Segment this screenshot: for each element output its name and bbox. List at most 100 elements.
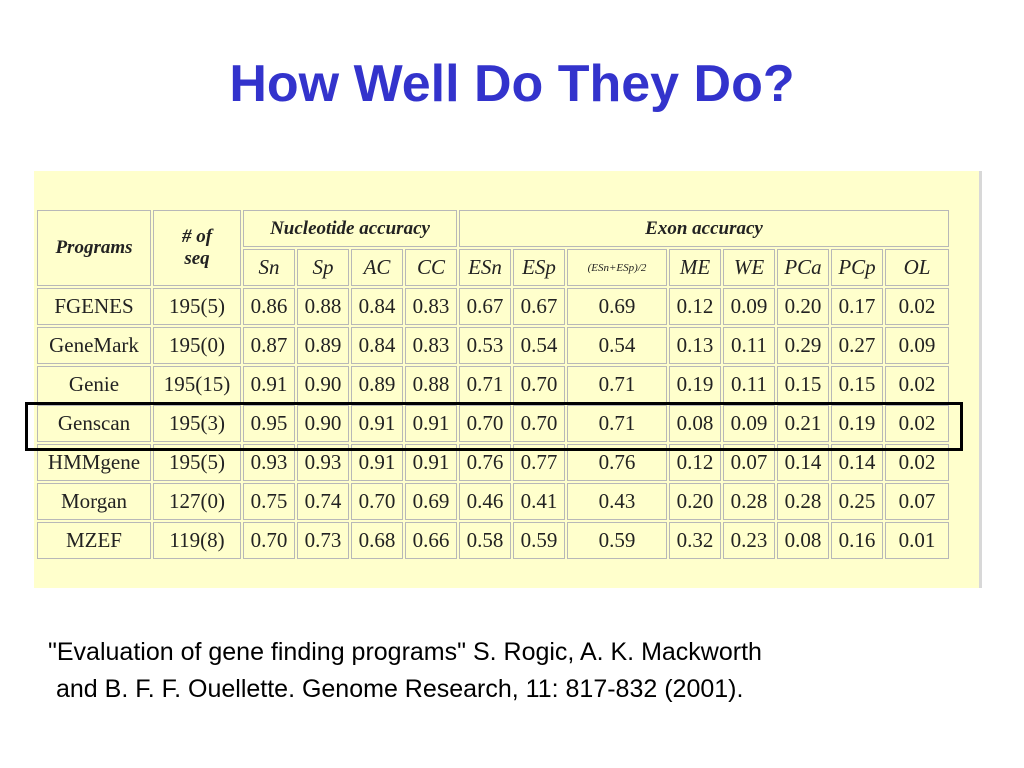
value-cell: 0.70 — [459, 405, 511, 442]
value-cell: 0.68 — [351, 522, 403, 559]
value-cell: 0.90 — [297, 366, 349, 403]
value-cell: 0.69 — [405, 483, 457, 520]
value-cell: 0.71 — [567, 405, 667, 442]
col-pca: PCa — [777, 249, 829, 286]
value-cell: 0.54 — [513, 327, 565, 364]
value-cell: 0.02 — [885, 366, 949, 403]
value-cell: 0.53 — [459, 327, 511, 364]
value-cell: 0.59 — [513, 522, 565, 559]
value-cell: 0.89 — [351, 366, 403, 403]
value-cell: 0.74 — [297, 483, 349, 520]
table-row: GeneMark 195(0) 0.87 0.89 0.84 0.83 0.53 0.54 0.… — [37, 327, 949, 364]
value-cell: 0.15 — [831, 366, 883, 403]
value-cell: 0.70 — [513, 405, 565, 442]
table-body: FGENES 195(5) 0.86 0.88 0.84 0.83 0.67 0.67 0.69… — [37, 288, 949, 559]
seq-count-cell: 195(15) — [153, 366, 241, 403]
value-cell: 0.66 — [405, 522, 457, 559]
col-esp: ESp — [513, 249, 565, 286]
value-cell: 0.21 — [777, 405, 829, 442]
col-me: ME — [669, 249, 721, 286]
slide-title: How Well Do They Do? — [229, 55, 795, 113]
value-cell: 0.91 — [405, 405, 457, 442]
header-programs: Programs — [37, 210, 151, 286]
value-cell: 0.67 — [513, 288, 565, 325]
value-cell: 0.20 — [777, 288, 829, 325]
value-cell: 0.16 — [831, 522, 883, 559]
value-cell: 0.27 — [831, 327, 883, 364]
col-esn-esp-avg: (ESn+ESp)/2 — [567, 249, 667, 286]
seq-count-cell: 195(0) — [153, 327, 241, 364]
value-cell: 0.84 — [351, 288, 403, 325]
value-cell: 0.88 — [297, 288, 349, 325]
value-cell: 0.91 — [351, 405, 403, 442]
value-cell: 0.86 — [243, 288, 295, 325]
value-cell: 0.70 — [243, 522, 295, 559]
col-esn: ESn — [459, 249, 511, 286]
value-cell: 0.19 — [669, 366, 721, 403]
seq-count-cell: 127(0) — [153, 483, 241, 520]
value-cell: 0.15 — [777, 366, 829, 403]
value-cell: 0.95 — [243, 405, 295, 442]
program-name-cell: Genie — [37, 366, 151, 403]
value-cell: 0.28 — [723, 483, 775, 520]
value-cell: 0.87 — [243, 327, 295, 364]
value-cell: 0.89 — [297, 327, 349, 364]
value-cell: 0.11 — [723, 327, 775, 364]
value-cell: 0.70 — [351, 483, 403, 520]
value-cell: 0.67 — [459, 288, 511, 325]
col-sp: Sp — [297, 249, 349, 286]
value-cell: 0.25 — [831, 483, 883, 520]
table-row: Genscan 195(3) 0.95 0.90 0.91 0.91 0.70 0.70 0.7… — [37, 405, 949, 442]
seq-count-cell: 119(8) — [153, 522, 241, 559]
value-cell: 0.41 — [513, 483, 565, 520]
program-name-cell: Genscan — [37, 405, 151, 442]
col-pcp: PCp — [831, 249, 883, 286]
value-cell: 0.54 — [567, 327, 667, 364]
value-cell: 0.01 — [885, 522, 949, 559]
value-cell: 0.58 — [459, 522, 511, 559]
citation-line-1: "Evaluation of gene finding programs" S.… — [48, 638, 762, 666]
program-name-cell: FGENES — [37, 288, 151, 325]
col-sn: Sn — [243, 249, 295, 286]
header-num-seq-line2: seq — [184, 248, 210, 269]
accuracy-table: Programs # of seq Nucleotide accuracy Ex… — [35, 208, 951, 561]
program-name-cell: MZEF — [37, 522, 151, 559]
value-cell: 0.75 — [243, 483, 295, 520]
value-cell: 0.88 — [405, 366, 457, 403]
value-cell: 0.20 — [669, 483, 721, 520]
value-cell: 0.84 — [351, 327, 403, 364]
value-cell: 0.73 — [297, 522, 349, 559]
value-cell: 0.11 — [723, 366, 775, 403]
table-row: MZEF 119(8) 0.70 0.73 0.68 0.66 0.58 0.59 0.59 0.… — [37, 522, 949, 559]
value-cell: 0.09 — [723, 405, 775, 442]
value-cell: 0.71 — [567, 366, 667, 403]
value-cell: 0.23 — [723, 522, 775, 559]
table-row: Genie 195(15) 0.91 0.90 0.89 0.88 0.71 0.70 0.71… — [37, 366, 949, 403]
value-cell: 0.83 — [405, 288, 457, 325]
value-cell: 0.69 — [567, 288, 667, 325]
col-cc: CC — [405, 249, 457, 286]
value-cell: 0.83 — [405, 327, 457, 364]
table-header-row-columns: Sn Sp AC CC ESn ESp (ESn+ESp)/2 ME WE PC… — [37, 249, 949, 286]
value-cell: 0.02 — [885, 405, 949, 442]
value-cell: 0.19 — [831, 405, 883, 442]
seq-count-cell: 195(5) — [153, 288, 241, 325]
value-cell: 0.46 — [459, 483, 511, 520]
value-cell: 0.08 — [669, 405, 721, 442]
header-exon-accuracy: Exon accuracy — [459, 210, 949, 247]
value-cell: 0.09 — [885, 327, 949, 364]
value-cell: 0.08 — [777, 522, 829, 559]
value-cell: 0.07 — [885, 483, 949, 520]
citation: "Evaluation of gene finding programs" S.… — [48, 634, 1024, 708]
value-cell: 0.70 — [513, 366, 565, 403]
citation-line-2: and B. F. F. Ouellette. Genome Research,… — [56, 675, 744, 703]
value-cell: 0.32 — [669, 522, 721, 559]
header-nucleotide-accuracy: Nucleotide accuracy — [243, 210, 457, 247]
table-row: FGENES 195(5) 0.86 0.88 0.84 0.83 0.67 0.67 0.69… — [37, 288, 949, 325]
program-name-cell: Morgan — [37, 483, 151, 520]
col-we: WE — [723, 249, 775, 286]
value-cell: 0.29 — [777, 327, 829, 364]
value-cell: 0.59 — [567, 522, 667, 559]
table-header-row-group: Programs # of seq Nucleotide accuracy Ex… — [37, 210, 949, 286]
col-ac: AC — [351, 249, 403, 286]
